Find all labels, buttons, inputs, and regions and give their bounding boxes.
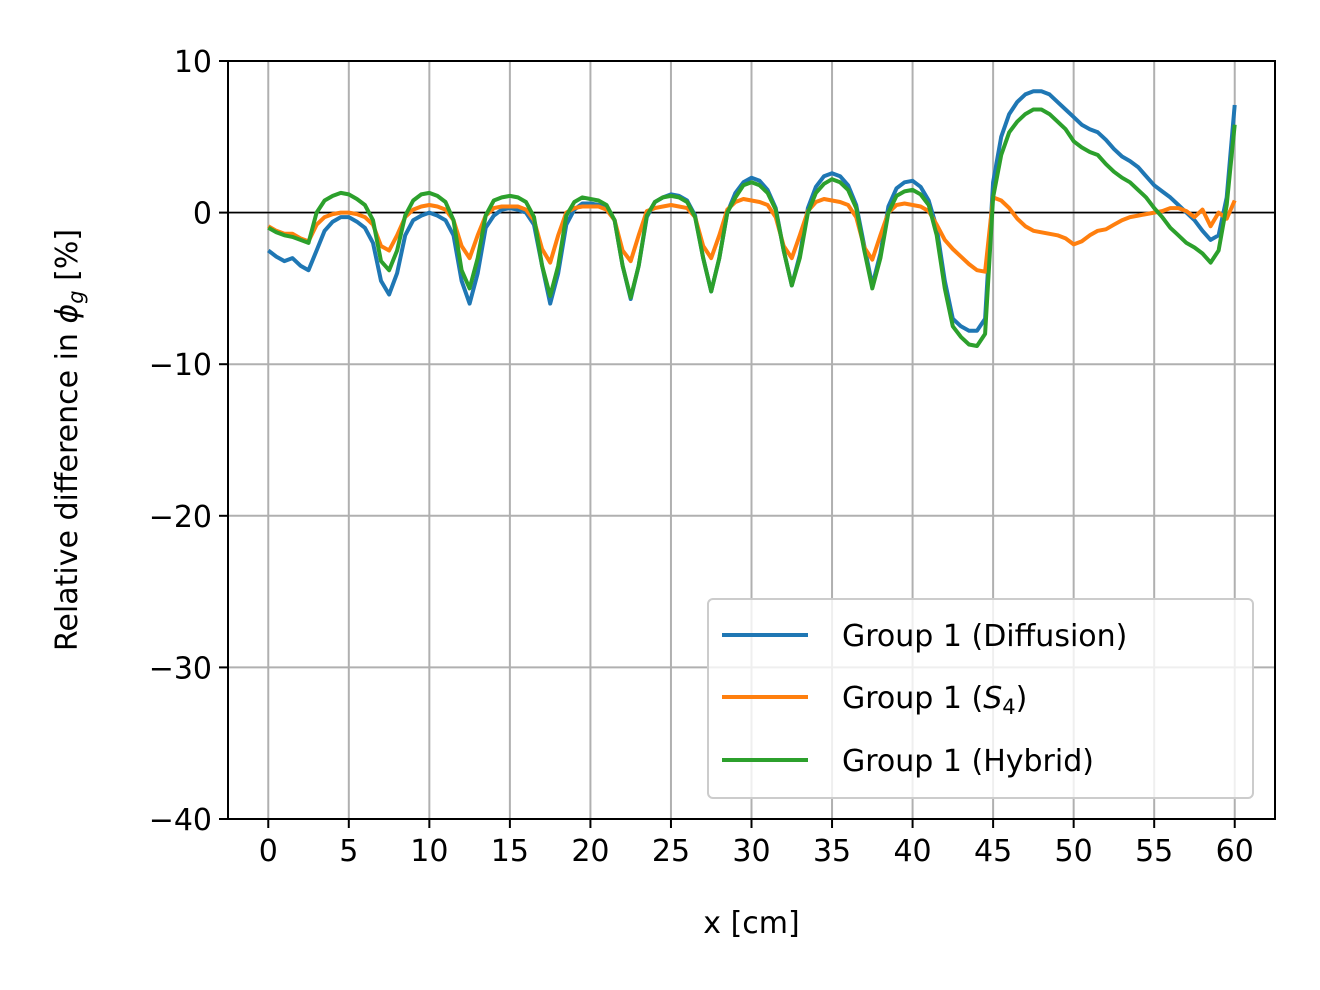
series-line-diffusion	[267, 89, 1237, 333]
series-line-hybrid	[267, 107, 1237, 348]
x-tick-label: 25	[652, 834, 690, 869]
series-line-s4	[267, 195, 1237, 274]
legend-entry-hybrid-suffix: )	[1082, 744, 1094, 779]
y-tick-label: −20	[149, 500, 212, 535]
y-tick-label: 10	[174, 45, 212, 80]
x-tick-label: 60	[1216, 834, 1254, 869]
y-axis-label: Relative difference in ϕg [%]	[50, 229, 88, 651]
series-lines	[267, 89, 1237, 348]
legend-entry-diffusion-main: Diffusion	[983, 619, 1115, 654]
legend-entry-s4-main: S	[983, 681, 1002, 716]
x-tick-label: 40	[893, 834, 931, 869]
legend-entry-hybrid: Group 1 (Hybrid)	[842, 744, 1094, 779]
y-axis-label-symbol: ϕ	[50, 304, 85, 324]
y-tick-label: −40	[149, 803, 212, 838]
y-axis-label-text: Relative difference in	[50, 324, 85, 652]
y-tick-label: −10	[149, 348, 212, 383]
x-tick-label: 35	[813, 834, 851, 869]
x-axis-ticks: 0 5 10 15 20 25 30 35 40 45 50 55 60	[259, 819, 1254, 869]
legend-entry-hybrid-prefix: Group 1 (	[842, 744, 983, 779]
legend-entry-s4-subscript: 4	[1002, 695, 1015, 719]
y-axis-label-unit: [%]	[50, 229, 85, 290]
legend-entry-s4: Group 1 (S4)	[842, 681, 1027, 719]
legend-entry-s4-prefix: Group 1 (	[842, 681, 983, 716]
x-tick-label: 15	[491, 834, 529, 869]
legend-box	[707, 598, 1254, 799]
legend-entry-diffusion-prefix: Group 1 (	[842, 619, 983, 654]
x-axis-label: x [cm]	[703, 906, 799, 941]
x-tick-label: 5	[339, 834, 358, 869]
legend: Group 1 (Diffusion) Group 1 (S4) Group 1…	[707, 598, 1254, 799]
y-axis-ticks: 10 0 −10 −20 −30 −40	[149, 45, 228, 838]
x-tick-label: 20	[571, 834, 609, 869]
x-tick-label: 55	[1135, 834, 1173, 869]
legend-entry-diffusion-suffix: )	[1116, 619, 1128, 654]
legend-entry-s4-suffix: )	[1016, 681, 1028, 716]
legend-entry-hybrid-main: Hybrid	[983, 744, 1082, 779]
legend-entry-diffusion: Group 1 (Diffusion)	[842, 619, 1127, 654]
x-tick-label: 10	[410, 834, 448, 869]
x-tick-label: 45	[974, 834, 1012, 869]
y-axis-label-subscript: g	[64, 290, 88, 303]
x-tick-label: 50	[1055, 834, 1093, 869]
x-tick-label: 0	[259, 834, 278, 869]
x-tick-label: 30	[732, 834, 770, 869]
y-tick-label: −30	[149, 651, 212, 686]
y-tick-label: 0	[193, 197, 212, 232]
